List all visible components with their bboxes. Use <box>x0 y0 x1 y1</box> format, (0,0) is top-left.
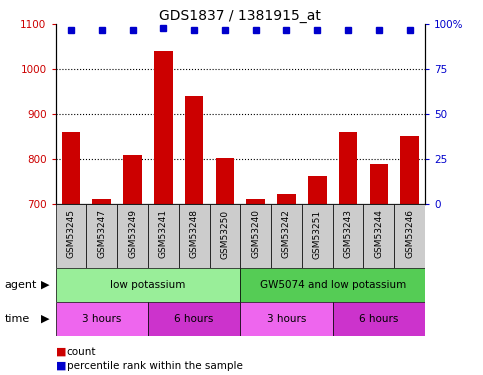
Bar <box>154 51 172 204</box>
Bar <box>185 96 203 204</box>
Bar <box>333 302 425 336</box>
Bar <box>92 199 111 204</box>
Text: ■: ■ <box>56 361 66 370</box>
Bar <box>56 302 148 336</box>
Text: GSM53246: GSM53246 <box>405 210 414 258</box>
Text: GSM53247: GSM53247 <box>97 210 106 258</box>
Bar <box>62 132 80 204</box>
Text: GSM53251: GSM53251 <box>313 210 322 259</box>
Text: 6 hours: 6 hours <box>174 314 214 324</box>
Bar <box>369 164 388 204</box>
Bar <box>240 268 425 302</box>
Text: GSM53248: GSM53248 <box>190 210 199 258</box>
Bar <box>240 302 333 336</box>
Text: GW5074 and low potassium: GW5074 and low potassium <box>259 280 406 290</box>
Text: ■: ■ <box>56 347 66 357</box>
Bar <box>308 177 327 204</box>
Bar <box>86 204 117 268</box>
Bar <box>210 204 240 268</box>
Bar <box>240 204 271 268</box>
Text: ▶: ▶ <box>41 314 49 324</box>
Bar <box>148 204 179 268</box>
Bar <box>246 199 265 204</box>
Text: GSM53242: GSM53242 <box>282 210 291 258</box>
Text: GSM53243: GSM53243 <box>343 210 353 258</box>
Text: GSM53250: GSM53250 <box>220 210 229 259</box>
Bar <box>179 204 210 268</box>
Bar <box>56 204 86 268</box>
Text: 3 hours: 3 hours <box>82 314 121 324</box>
Text: GSM53241: GSM53241 <box>159 210 168 258</box>
Bar <box>271 204 302 268</box>
Bar <box>394 204 425 268</box>
Bar <box>215 159 234 204</box>
Text: low potassium: low potassium <box>110 280 185 290</box>
Bar <box>123 155 142 204</box>
Text: percentile rank within the sample: percentile rank within the sample <box>67 361 242 370</box>
Text: count: count <box>67 347 96 357</box>
Bar <box>277 195 296 204</box>
Text: agent: agent <box>5 280 37 290</box>
Text: 3 hours: 3 hours <box>267 314 306 324</box>
Text: GSM53249: GSM53249 <box>128 210 137 258</box>
Bar <box>56 268 241 302</box>
Text: 6 hours: 6 hours <box>359 314 398 324</box>
Text: ▶: ▶ <box>41 280 49 290</box>
Text: GSM53244: GSM53244 <box>374 210 384 258</box>
Bar <box>333 204 364 268</box>
Bar <box>364 204 394 268</box>
Bar <box>148 302 241 336</box>
Bar <box>339 132 357 204</box>
Text: time: time <box>5 314 30 324</box>
Bar <box>400 136 419 204</box>
Text: GSM53240: GSM53240 <box>251 210 260 258</box>
Title: GDS1837 / 1381915_at: GDS1837 / 1381915_at <box>159 9 321 23</box>
Bar <box>117 204 148 268</box>
Text: GSM53245: GSM53245 <box>67 210 75 258</box>
Bar <box>302 204 333 268</box>
